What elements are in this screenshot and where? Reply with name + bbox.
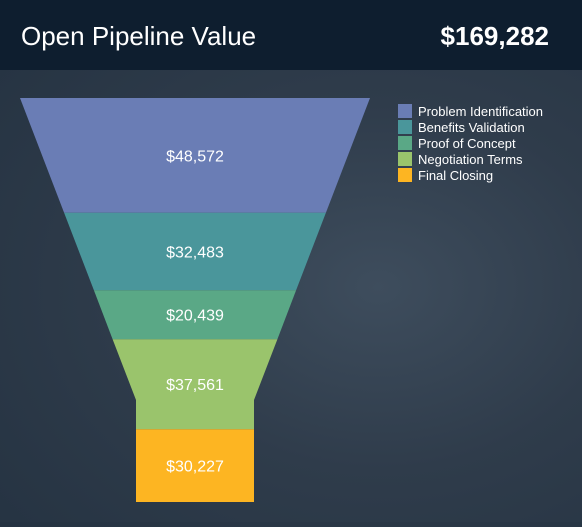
- funnel-value-label: $37,561: [166, 377, 224, 394]
- legend-label: Negotiation Terms: [418, 152, 523, 167]
- legend-swatch: [398, 104, 412, 118]
- funnel-value-label: $32,483: [166, 245, 224, 262]
- page-title: Open Pipeline Value: [21, 21, 257, 51]
- legend-label: Problem Identification: [418, 104, 543, 119]
- funnel-value-label: $20,439: [166, 308, 224, 325]
- legend-swatch: [398, 152, 412, 166]
- funnel-chart: $48,572 $32,483 $20,439 $37,561 $30,227 Prob…: [20, 98, 543, 502]
- funnel-segment-2[interactable]: [64, 212, 326, 291]
- funnel-segment-4[interactable]: [112, 339, 278, 430]
- legend-swatch: [398, 120, 412, 134]
- pipeline-total: $169,282: [440, 21, 549, 51]
- funnel-value-label: $30,227: [166, 459, 224, 476]
- legend-label: Proof of Concept: [418, 136, 516, 151]
- legend-swatch: [398, 136, 412, 150]
- funnel-chart-area: $48,572 $32,483 $20,439 $37,561 $30,227 Prob…: [0, 70, 582, 522]
- funnel-segment-5[interactable]: [136, 429, 254, 502]
- funnel-labels: $48,572 $32,483 $20,439 $37,561 $30,227: [166, 148, 224, 475]
- legend-swatch: [398, 168, 412, 182]
- funnel-value-label: $48,572: [166, 148, 224, 165]
- legend-label: Final Closing: [418, 168, 493, 183]
- legend-label: Benefits Validation: [418, 120, 525, 135]
- funnel-segments: [20, 98, 370, 502]
- funnel-segment-3[interactable]: [93, 290, 297, 340]
- funnel-segment-1[interactable]: [20, 98, 370, 213]
- header-bar: Open Pipeline Value $169,282: [0, 0, 582, 70]
